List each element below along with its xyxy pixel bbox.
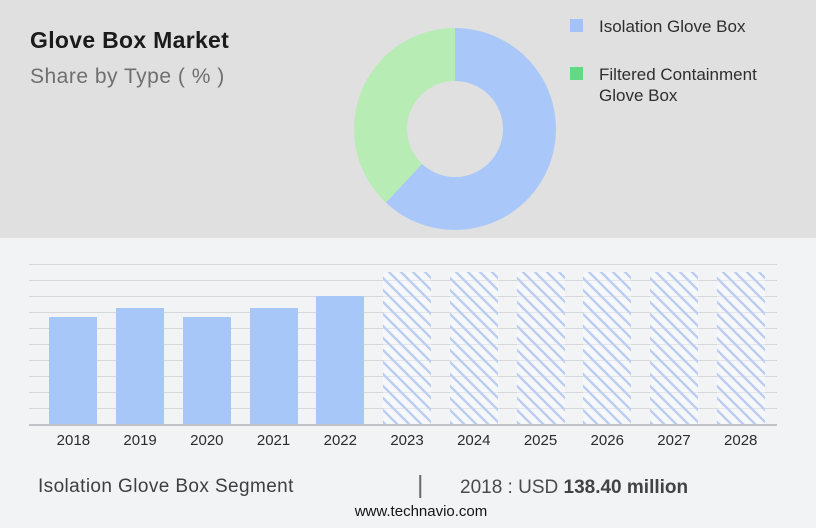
legend-swatch-icon bbox=[570, 67, 583, 80]
segment-value-amount: 138.40 million bbox=[563, 477, 689, 498]
forecast-bar-2025 bbox=[516, 272, 565, 424]
legend-label: Filtered Containment Glove Box bbox=[599, 65, 757, 105]
bar-slot bbox=[374, 272, 441, 424]
legend-item: Isolation Glove Box bbox=[570, 16, 802, 37]
bar-2021 bbox=[249, 308, 298, 424]
market-size-panel: 2018 2019 2020 2021 2022 2023 2024 2025 2026 2027… bbox=[0, 238, 816, 528]
year-label-2028: 2028 bbox=[724, 432, 758, 449]
legend: Isolation Glove Box Filtered Containment … bbox=[570, 16, 802, 133]
year-label-2022: 2022 bbox=[323, 432, 357, 449]
forecast-bar-2028 bbox=[716, 272, 765, 424]
legend-swatch-icon bbox=[570, 19, 583, 32]
segment-value: 2018 : USD 138.40 million bbox=[460, 477, 688, 499]
legend-item: Filtered Containment Glove Box bbox=[570, 64, 802, 106]
bar-slot bbox=[240, 308, 307, 424]
page-subtitle: Share by Type ( % ) bbox=[30, 65, 225, 88]
website-link[interactable]: www.technavio.com bbox=[354, 503, 488, 520]
forecast-bar-2027 bbox=[649, 272, 698, 424]
bar-chart-plot-area bbox=[29, 264, 777, 426]
bar-2019 bbox=[116, 308, 165, 424]
year-label-2020: 2020 bbox=[190, 432, 224, 449]
bar-slot bbox=[307, 296, 374, 424]
bar-2018 bbox=[49, 317, 98, 424]
bar-series bbox=[40, 264, 774, 424]
bar-slot bbox=[707, 272, 774, 424]
year-label-2026: 2026 bbox=[590, 432, 624, 449]
bar-slot bbox=[507, 272, 574, 424]
year-label-2021: 2021 bbox=[256, 432, 291, 449]
legend-label: Isolation Glove Box bbox=[599, 17, 746, 36]
segment-value-prefix: 2018 : USD bbox=[460, 477, 559, 498]
page-title: Glove Box Market bbox=[30, 27, 230, 53]
forecast-bar-2026 bbox=[583, 272, 632, 424]
year-label-2019: 2019 bbox=[123, 432, 157, 449]
year-label-2024: 2024 bbox=[457, 432, 491, 449]
bar-slot bbox=[574, 272, 641, 424]
forecast-bar-2024 bbox=[449, 272, 498, 424]
bar-slot bbox=[40, 317, 107, 424]
bar-slot bbox=[173, 317, 240, 424]
share-by-type-panel: Glove Box Market Share by Type ( % ) Iso… bbox=[0, 0, 816, 238]
bar-2022 bbox=[316, 296, 365, 424]
bar-slot bbox=[440, 272, 507, 424]
bar-slot bbox=[641, 272, 708, 424]
donut-hole bbox=[407, 81, 503, 177]
year-label-2025: 2025 bbox=[523, 432, 558, 449]
year-label-2027: 2027 bbox=[657, 432, 691, 449]
bar-slot bbox=[107, 308, 174, 424]
segment-label: Isolation Glove Box Segment bbox=[38, 476, 294, 497]
year-label-2023: 2023 bbox=[390, 432, 424, 449]
year-label-2018: 2018 bbox=[56, 432, 91, 449]
donut-chart bbox=[354, 28, 556, 230]
x-axis-labels: 2018 2019 2020 2021 2022 2023 2024 2025 2026 2027… bbox=[40, 432, 774, 449]
bar-2020 bbox=[182, 317, 231, 424]
forecast-bar-2023 bbox=[383, 272, 432, 424]
footer-separator: | bbox=[417, 471, 424, 499]
